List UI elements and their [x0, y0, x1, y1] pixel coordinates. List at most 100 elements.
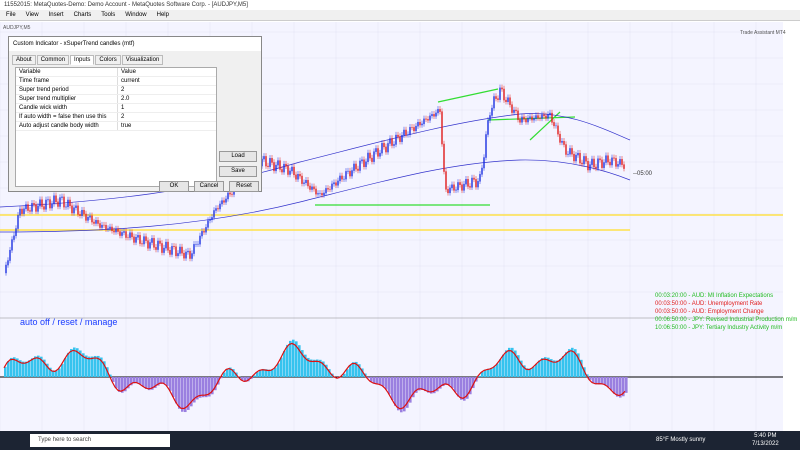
decoration	[244, 377, 247, 382]
decoration	[407, 134, 409, 136]
decoration	[451, 377, 454, 389]
tab[interactable]: Inputs	[70, 55, 95, 65]
button[interactable]: OK	[159, 181, 189, 192]
decoration	[370, 377, 373, 382]
decoration	[277, 160, 279, 166]
decoration	[325, 188, 327, 194]
decoration	[569, 148, 571, 155]
decoration	[53, 195, 55, 205]
menu-item[interactable]: File	[6, 12, 16, 18]
decoration	[352, 362, 355, 377]
decoration	[129, 232, 131, 238]
decoration	[538, 360, 541, 377]
decoration	[187, 250, 189, 253]
decoration	[316, 359, 319, 377]
decoration	[317, 193, 319, 195]
table-row[interactable]: Super trend multiplier 2.0	[16, 95, 216, 104]
table-row[interactable]: If auto width = false then use this 2	[16, 113, 216, 122]
news-item[interactable]: 00:03:50:00 - AUD: Unemployment Rate	[655, 301, 763, 307]
decoration	[527, 117, 529, 123]
button[interactable]: Load	[219, 151, 257, 162]
menu-item[interactable]: Help	[156, 12, 169, 18]
decoration	[137, 235, 139, 238]
inputs-table: Variable Value Time frame current Super tren…	[15, 67, 217, 187]
dialog-title: Custom Indicator - xSuperTrend candles (…	[9, 37, 261, 51]
window-title: 11552015: MetaQuotes-Demo: Demo Account …	[0, 0, 800, 10]
decoration	[295, 174, 297, 180]
value[interactable]: true	[121, 123, 132, 129]
decoration	[193, 377, 196, 403]
decoration	[153, 238, 155, 248]
decoration	[219, 203, 221, 210]
decoration	[433, 377, 436, 394]
button[interactable]: Reset	[229, 181, 259, 192]
decoration	[463, 377, 466, 401]
decoration	[471, 177, 473, 188]
decoration	[155, 247, 157, 250]
button[interactable]: Save	[219, 166, 257, 177]
decoration	[268, 369, 271, 377]
button[interactable]: Cancel	[194, 181, 224, 192]
decoration	[211, 217, 213, 220]
news-item[interactable]: 10:06:50:00 - JPY: Tertiary Industry Act…	[655, 325, 783, 331]
overlay-text[interactable]: auto off / reset / manage	[20, 317, 117, 327]
tab[interactable]: Colors	[95, 55, 121, 65]
decoration	[25, 361, 28, 377]
decoration	[142, 377, 145, 387]
weather[interactable]: 85°F Mostly sunny	[656, 437, 706, 443]
table-row[interactable]: Time frame current	[16, 77, 216, 86]
value[interactable]: 1	[121, 105, 125, 111]
decoration	[145, 377, 148, 389]
value[interactable]: current	[121, 78, 140, 84]
table-row[interactable]: Candle wick width 1	[16, 104, 216, 113]
decoration	[607, 377, 610, 388]
news-item[interactable]: 00:03:20:00 - AUD: MI Inflation Expectat…	[655, 293, 774, 299]
decoration	[289, 170, 291, 175]
menu-item[interactable]: Window	[125, 12, 147, 18]
decoration	[271, 158, 273, 163]
decoration	[615, 158, 617, 167]
tab[interactable]: About	[12, 55, 36, 65]
variable: Super trend multiplier	[16, 95, 118, 103]
decoration	[207, 220, 209, 228]
decoration	[209, 219, 211, 221]
decoration	[205, 377, 208, 398]
decoration	[529, 368, 532, 377]
menu-item[interactable]: Charts	[73, 12, 92, 18]
table-row[interactable]: Super trend period 2	[16, 86, 216, 95]
decoration	[433, 114, 435, 117]
decoration	[67, 352, 70, 377]
decoration	[419, 121, 421, 126]
decoration	[187, 377, 190, 410]
value[interactable]: 2.0	[121, 96, 130, 102]
news-item[interactable]: 00:06:50:00 - JPY: Revised Industrial Pr…	[655, 317, 798, 323]
panel-label[interactable]: Trade Assistant MT4	[740, 30, 786, 36]
search-box[interactable]: Type here to search	[30, 434, 170, 447]
tab[interactable]: Common	[36, 55, 70, 65]
value[interactable]: 2	[121, 87, 125, 93]
decoration	[619, 159, 621, 165]
decoration	[277, 363, 280, 377]
decoration	[261, 158, 263, 167]
menu-item[interactable]: View	[25, 12, 39, 18]
tab[interactable]: Visualization	[121, 55, 164, 65]
decoration	[587, 160, 589, 171]
decoration	[127, 237, 129, 238]
news-item[interactable]: 00:03:50:00 - AUD: Employment Change	[655, 309, 764, 315]
decoration	[63, 196, 65, 208]
decoration	[532, 367, 535, 377]
menu-item[interactable]: Tools	[101, 12, 116, 18]
value[interactable]: 2	[121, 114, 125, 120]
clock[interactable]: 5:40 PM 7/13/2022	[752, 432, 779, 448]
decoration	[124, 377, 127, 392]
decoration	[418, 377, 421, 391]
decoration	[515, 109, 517, 112]
menu-item[interactable]: Insert	[48, 12, 64, 18]
decoration	[285, 163, 287, 167]
decoration	[28, 360, 31, 377]
table-row[interactable]: Auto adjust candle body width true	[16, 122, 216, 131]
decoration	[298, 345, 301, 377]
decoration	[487, 120, 489, 135]
decoration	[149, 242, 151, 249]
decoration	[346, 369, 349, 377]
